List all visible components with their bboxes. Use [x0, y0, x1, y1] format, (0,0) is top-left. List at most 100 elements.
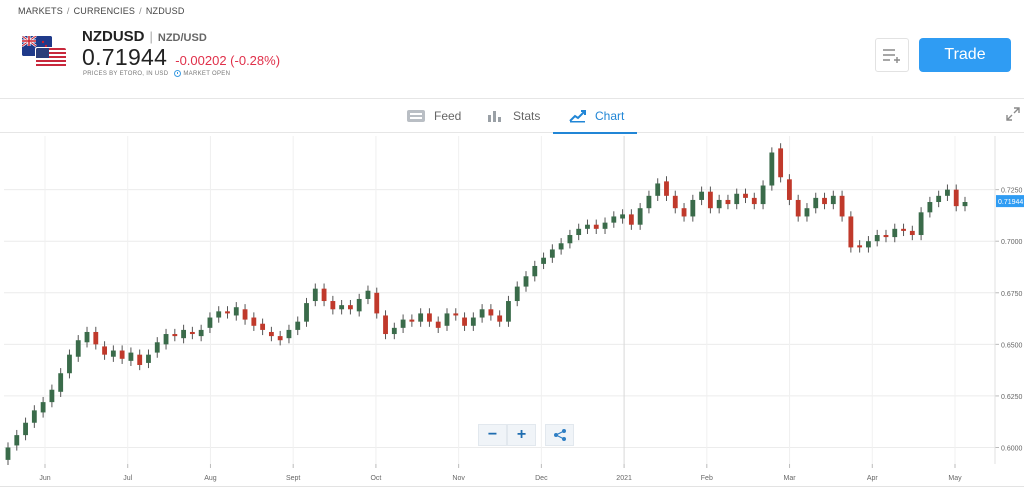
candle-body [549, 249, 555, 258]
candle [874, 229, 880, 247]
candle [453, 308, 459, 321]
candle-body [751, 197, 757, 205]
candlestick-chart[interactable]: 0.7250 0.7000 0.6750 0.6500 0.6250 0.6000 Jun J… [0, 134, 1024, 486]
candle-body [339, 305, 345, 310]
candle [23, 417, 28, 441]
x-tick-label: Jul [123, 475, 132, 482]
candle-body [365, 290, 371, 299]
candle [277, 330, 283, 346]
candle-body [883, 235, 889, 238]
candle-body [716, 199, 722, 209]
candle-body [681, 208, 687, 217]
candle-body [49, 389, 55, 403]
tab-stats[interactable]: Stats [487, 99, 540, 132]
candle-body [286, 329, 292, 339]
tab-chart[interactable]: Chart [553, 99, 637, 134]
candle [734, 188, 740, 210]
candle [391, 322, 397, 340]
candle [743, 188, 748, 204]
zoom-out-button[interactable]: − [478, 424, 507, 446]
candle-body [655, 183, 661, 196]
candle-body [5, 447, 11, 460]
candle [268, 326, 274, 342]
candle [102, 341, 107, 360]
candle-body [260, 323, 266, 330]
tab-feed[interactable]: Feed [406, 99, 461, 132]
candle [883, 229, 889, 243]
candle-body [611, 216, 617, 223]
candle-body [374, 292, 380, 314]
candle [541, 252, 546, 270]
candle [128, 347, 134, 367]
candle-body [23, 422, 28, 436]
candle-body [137, 354, 143, 365]
candle [945, 184, 950, 201]
candle [146, 349, 151, 369]
x-tick-label: Nov [452, 475, 465, 482]
candle-body [523, 276, 529, 287]
price-chart[interactable]: 0.7250 0.7000 0.6750 0.6500 0.6250 0.6000 Jun J… [0, 134, 1024, 492]
expand-icon[interactable] [1006, 107, 1020, 121]
candle [383, 310, 388, 340]
candle-body [848, 216, 854, 248]
candle [892, 223, 898, 243]
zoom-in-button[interactable]: + [507, 424, 536, 446]
candle [514, 281, 520, 307]
candle-body [866, 241, 871, 248]
candle [295, 316, 301, 336]
candle [962, 196, 968, 212]
feed-icon [407, 109, 425, 122]
trade-button[interactable]: Trade [919, 38, 1011, 72]
candle-body [67, 354, 72, 374]
candle [225, 306, 230, 319]
candle-body [207, 317, 213, 328]
candle [172, 328, 178, 342]
x-tick-label: 2021 [616, 475, 632, 482]
candle [400, 314, 406, 334]
candle-body [163, 334, 169, 345]
candle-body [567, 235, 573, 244]
candle [901, 223, 906, 237]
candle [751, 192, 757, 210]
candle [839, 190, 845, 222]
x-tick-label: Dec [535, 475, 548, 482]
candle-body [664, 181, 669, 196]
y-tick-label: 0.7250 [1001, 188, 1023, 195]
candle [822, 192, 827, 210]
candle [470, 312, 476, 331]
candle [506, 295, 511, 327]
candle [365, 285, 371, 305]
chart-bottom-border [0, 486, 1024, 487]
candle [84, 326, 90, 348]
candle [75, 335, 81, 362]
chart-icon [569, 109, 586, 122]
candle [567, 229, 573, 249]
candle-body [795, 199, 801, 217]
candle [866, 236, 871, 253]
candle [356, 293, 362, 317]
current-price-marker [996, 195, 1024, 208]
candle-body [462, 317, 467, 326]
candle [655, 178, 661, 201]
candle [918, 207, 924, 241]
candle [620, 209, 626, 224]
candle [40, 396, 46, 418]
y-tick-label: 0.7000 [1001, 239, 1023, 246]
x-tick-label: Aug [204, 475, 217, 482]
add-to-watchlist-button[interactable] [875, 38, 909, 72]
candle-body [585, 224, 590, 229]
candle [585, 219, 590, 234]
candle [707, 186, 713, 214]
current-price-label: 0.71944 [998, 199, 1023, 206]
share-button[interactable] [545, 424, 574, 446]
breadcrumb-currencies[interactable]: CURRENCIES [73, 6, 136, 16]
candle [725, 194, 731, 210]
candle [497, 310, 503, 327]
chart-candles [5, 143, 968, 466]
candle-body [119, 350, 125, 359]
candle-body [181, 329, 187, 339]
candle [321, 283, 327, 307]
candle [233, 302, 239, 321]
breadcrumb-markets[interactable]: MARKETS [18, 6, 63, 16]
prices-note: PRICES BY ETORO, IN USD [83, 70, 169, 77]
